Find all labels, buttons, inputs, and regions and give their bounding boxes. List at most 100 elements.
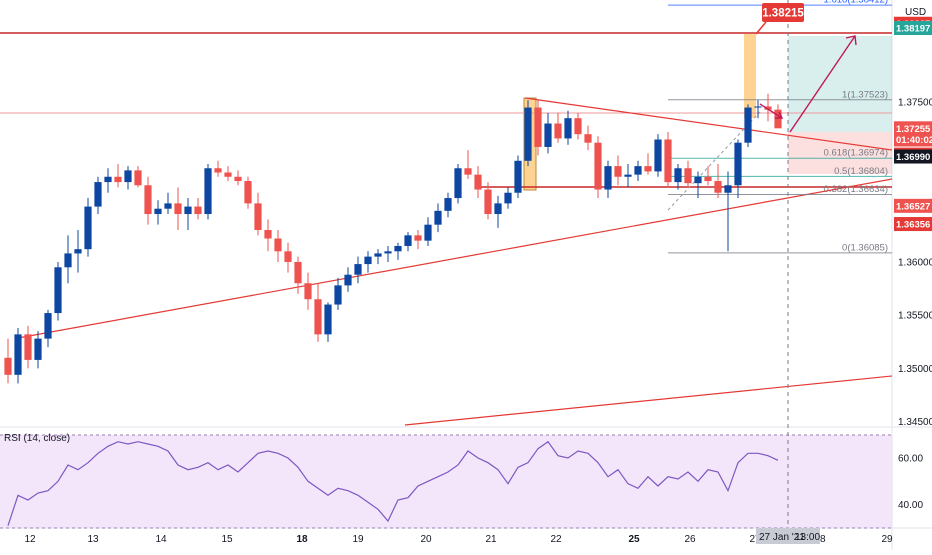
candle-body xyxy=(404,235,412,246)
candle-body xyxy=(564,118,572,139)
price-badge xyxy=(894,149,932,164)
candle-body xyxy=(204,168,212,215)
candle-body xyxy=(154,208,162,215)
price-badge xyxy=(894,21,932,36)
candle-body xyxy=(34,338,42,360)
candle-body xyxy=(64,253,72,268)
candle-body xyxy=(744,107,752,143)
candle-body xyxy=(184,206,192,215)
time-tick-label: 22 xyxy=(550,534,562,545)
candle-body xyxy=(74,249,82,254)
candle-body xyxy=(274,238,282,252)
candle-body xyxy=(494,203,502,215)
rsi-tick-label: 60.00 xyxy=(898,454,923,465)
descending-trendline[interactable] xyxy=(524,97,893,151)
price-tick-label: 1.37500 xyxy=(898,98,932,109)
price-badge-label: 1.37255 xyxy=(896,124,931,135)
currency-label[interactable]: USD xyxy=(905,7,926,18)
candle-body xyxy=(734,142,742,186)
time-tick-label: 14 xyxy=(155,534,167,545)
candle-body xyxy=(704,176,712,182)
candle-body xyxy=(764,106,772,110)
time-axis[interactable]: 12 13 14 15 18 19 20 21 22 25 26 27 28 29 xyxy=(24,534,893,545)
candle-body xyxy=(554,123,562,139)
candle-body xyxy=(544,123,552,147)
rsi-legend-title[interactable]: RSI (14, close) xyxy=(4,433,70,444)
candle-body xyxy=(504,192,512,204)
candle-body xyxy=(314,299,322,335)
candle-body xyxy=(104,176,112,183)
candle-body xyxy=(414,235,422,241)
candle-body xyxy=(54,267,62,314)
candle-body xyxy=(124,170,132,183)
candle-body xyxy=(754,106,762,108)
projection-arrow-down xyxy=(759,103,783,119)
long-position-target-zone[interactable] xyxy=(788,36,892,132)
candle-body xyxy=(774,109,782,129)
candle-body xyxy=(114,176,122,183)
arrowhead-down xyxy=(775,111,784,119)
time-badge-time: 13:00 xyxy=(795,532,820,543)
candle-body xyxy=(134,170,142,186)
time-tick-label: 29 xyxy=(881,534,893,545)
candle-body xyxy=(264,230,272,239)
candlestick-series xyxy=(4,93,782,384)
candle-body xyxy=(684,168,692,184)
candle-body xyxy=(294,261,302,284)
fib-level-label: 0.5(1.36804) xyxy=(834,166,888,177)
rsi-axis: 60.00 40.00 xyxy=(898,454,923,512)
price-badge xyxy=(894,198,932,213)
candle-body xyxy=(94,182,102,207)
candle-body xyxy=(174,203,182,215)
candle-body xyxy=(224,172,232,177)
price-axis[interactable]: 1.34500 1.35000 1.35500 1.36000 1.37500 xyxy=(898,98,932,428)
candle-body xyxy=(434,210,442,225)
price-badges: 1.382371.381971.3725501:40:021.370081.36… xyxy=(894,16,932,232)
fibonacci-retracement[interactable] xyxy=(668,4,892,254)
candle-body xyxy=(334,285,342,305)
candle-body xyxy=(514,160,522,193)
time-tick-label: 27 xyxy=(749,534,761,545)
candle-body xyxy=(574,118,582,135)
price-badge xyxy=(894,121,932,136)
price-tick-label: 1.35000 xyxy=(898,364,932,375)
candle-body xyxy=(604,166,612,190)
candle-body xyxy=(694,176,702,184)
time-tick-label: 13 xyxy=(87,534,99,545)
candle-body xyxy=(534,107,542,147)
candle-body xyxy=(594,142,602,190)
price-badge-label: 01:40:02 xyxy=(896,135,932,146)
candle-body xyxy=(354,264,362,275)
lower-channel-line[interactable] xyxy=(404,375,893,426)
candle-body xyxy=(424,224,432,241)
candle-body xyxy=(144,185,152,215)
time-badge-date: 27 Jan '21 xyxy=(759,532,805,543)
candle-body xyxy=(44,313,52,339)
highlight-column-right xyxy=(744,34,756,118)
fibonacci-labels: 1.618(1.38412) 1(1.37523) 0.618(1.36974) 0.… xyxy=(824,0,888,253)
candle-body xyxy=(304,283,312,300)
candle-body xyxy=(654,139,662,172)
rsi-line xyxy=(7,440,779,526)
price-tick-label: 1.35500 xyxy=(898,311,932,322)
time-tick-label: 15 xyxy=(221,534,233,545)
candle-body xyxy=(284,251,292,262)
projection-arrow-up xyxy=(789,35,856,133)
candle-body xyxy=(584,134,592,143)
price-badge-label: 1.38197 xyxy=(896,24,930,35)
price-badge xyxy=(894,132,932,147)
price-badge-label: 1.36356 xyxy=(896,220,930,231)
ascending-trendline[interactable] xyxy=(17,178,893,339)
candle-body xyxy=(384,251,392,254)
candle-body xyxy=(484,189,492,215)
candle-body xyxy=(194,206,202,215)
fib-level-label: 0.618(1.36974) xyxy=(824,148,888,159)
fib-trend-line xyxy=(667,111,761,211)
long-position-stop-zone[interactable] xyxy=(788,132,892,174)
candle-body xyxy=(244,181,252,204)
candle-body xyxy=(394,245,402,252)
price-badge-label: 1.36990 xyxy=(896,152,930,163)
price-callout[interactable] xyxy=(762,3,804,22)
